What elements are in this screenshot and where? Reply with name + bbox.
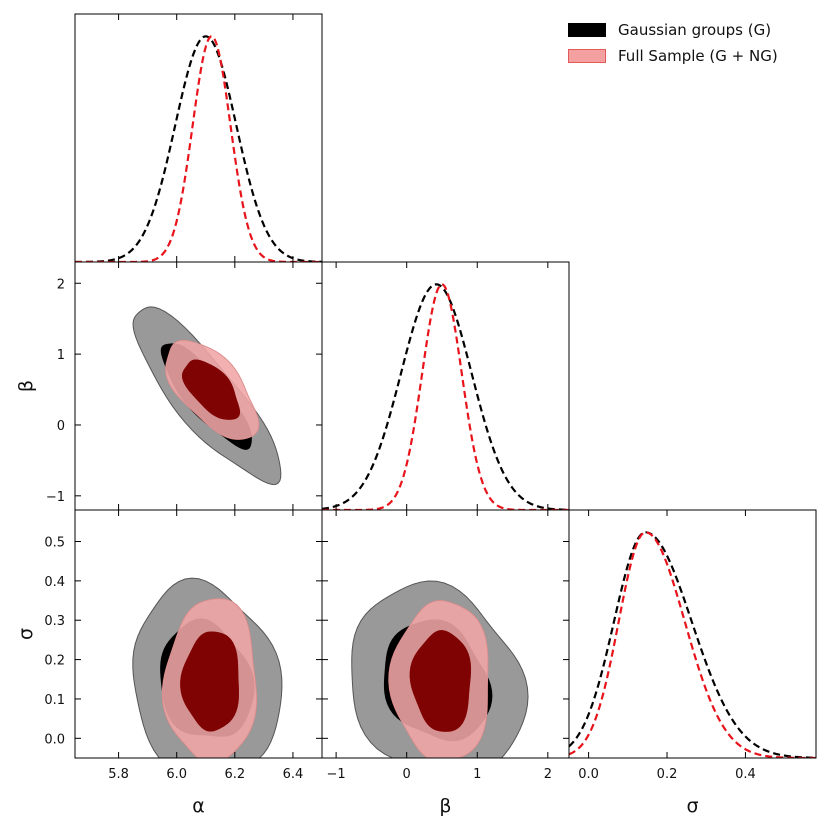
legend-swatch-gaussian: [568, 23, 606, 37]
contour-68-core-full-sample: [180, 631, 240, 732]
x-tick-label-alpha: 6.4: [283, 767, 304, 782]
y-tick-label-beta: 0: [57, 419, 65, 434]
y-tick-label-sigma: 0.5: [44, 535, 65, 550]
x-tick-label-sigma: 0.2: [657, 767, 678, 782]
marginal-line-sigma-gaussian: [569, 531, 816, 758]
marginal-line-beta-full-sample: [322, 283, 569, 510]
contour-panel-alpha-sigma: [132, 577, 283, 758]
panel-frame-2-2: [568, 509, 817, 759]
x-tick-label-beta: 2: [544, 767, 552, 782]
y-axis-label-sigma: σ: [15, 628, 37, 640]
legend-entry-full-sample: Full Sample (G + NG): [568, 44, 824, 68]
marginal-line-alpha-gaussian: [75, 35, 322, 262]
y-tick-label-sigma: 0.1: [44, 693, 65, 708]
y-axis-label-beta: β: [15, 380, 37, 392]
legend-label-gaussian: Gaussian groups (G): [618, 21, 772, 39]
x-axis-label-alpha: α: [192, 795, 205, 817]
contour-panel-beta-sigma: [351, 580, 529, 758]
marginal-line-alpha-full-sample: [75, 35, 322, 262]
contour-68-core-full-sample: [181, 359, 241, 420]
x-tick-label-beta: −1: [327, 767, 346, 782]
y-tick-label-sigma: 0.2: [44, 654, 65, 669]
legend-entry-gaussian: Gaussian groups (G): [568, 18, 824, 42]
y-tick-label-sigma: 0.4: [44, 575, 65, 590]
legend-label-full-sample: Full Sample (G + NG): [618, 47, 778, 65]
x-tick-label-beta: 1: [473, 767, 481, 782]
y-tick-label-sigma: 0.0: [44, 732, 65, 747]
contour-68-core-full-sample: [409, 630, 472, 732]
marginal-panel-alpha: [75, 35, 322, 262]
legend: Gaussian groups (G) Full Sample (G + NG): [568, 18, 824, 70]
x-axis-label-sigma: σ: [686, 795, 698, 817]
panel-frame-1-1: [321, 261, 570, 511]
x-axis-label-beta: β: [439, 795, 451, 817]
x-tick-label-sigma: 0.0: [578, 767, 599, 782]
y-tick-label-sigma: 0.3: [44, 614, 65, 629]
x-tick-label-alpha: 6.2: [224, 767, 245, 782]
x-tick-label-beta: 0: [403, 767, 411, 782]
x-tick-label-alpha: 5.8: [108, 767, 129, 782]
panel-frame-0-0: [74, 13, 323, 263]
marginal-panel-sigma: [569, 531, 816, 758]
marginal-line-beta-gaussian: [322, 283, 569, 510]
marginal-panel-beta: [322, 283, 569, 510]
x-tick-label-alpha: 6.0: [166, 767, 187, 782]
marginal-line-sigma-full-sample: [569, 531, 816, 758]
contour-panel-alpha-beta: [132, 306, 282, 485]
x-tick-label-sigma: 0.4: [735, 767, 756, 782]
y-tick-label-beta: 1: [57, 348, 65, 363]
legend-swatch-full-sample: [568, 49, 606, 63]
y-tick-label-beta: −1: [46, 490, 65, 505]
y-tick-label-beta: 2: [57, 277, 65, 292]
